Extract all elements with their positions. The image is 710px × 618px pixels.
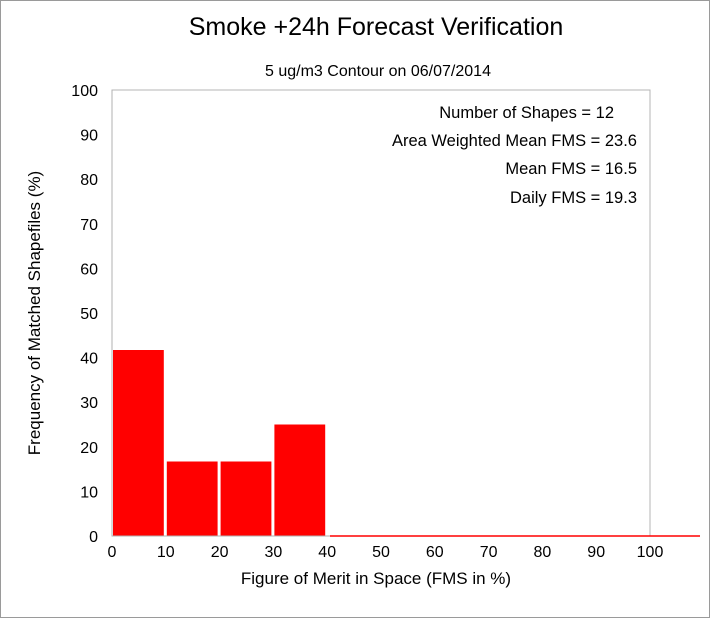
y-tick-label: 60 [80,261,98,278]
x-tick-labels: 0 10 20 30 40 50 60 70 80 90 100 [108,544,664,561]
bar-30-40 [274,424,326,536]
x-tick-label: 40 [318,544,336,561]
x-tick-label: 80 [534,544,552,561]
x-tick-label: 0 [108,544,117,561]
bar-0-10 [113,350,164,536]
x-tick-label: 60 [426,544,444,561]
y-tick-label: 30 [80,395,98,412]
y-tick-label: 10 [80,484,98,501]
x-tick-label: 10 [157,544,175,561]
bar-10-20 [166,461,218,536]
chart-subtitle: 5 ug/m3 Contour on 06/07/2014 [265,63,491,80]
x-tick-label: 50 [372,544,390,561]
y-tick-label: 50 [80,306,98,323]
x-tick-label: 30 [265,544,283,561]
y-tick-label: 20 [80,440,98,457]
y-tick-label: 100 [71,83,98,100]
x-tick-label: 70 [480,544,498,561]
x-tick-label: 90 [587,544,605,561]
y-tick-label: 70 [80,217,98,234]
x-tick-label: 100 [637,544,664,561]
stat-number-of-shapes: Number of Shapes = 12 [439,104,614,122]
stat-mean-fms: Mean FMS = 16.5 [505,160,637,178]
stat-daily-fms: Daily FMS = 19.3 [510,189,637,207]
bar-series [113,350,326,536]
y-axis-label: Frequency of Matched Shapefiles (%) [25,171,44,455]
y-tick-label: 40 [80,351,98,368]
x-tick-label: 20 [211,544,229,561]
x-axis-label: Figure of Merit in Space (FMS in %) [241,569,511,588]
y-tick-label: 90 [80,128,98,145]
chart-title: Smoke +24h Forecast Verification [189,13,564,41]
y-tick-labels: 0 10 20 30 40 50 60 70 80 90 100 [71,83,98,546]
y-tick-label: 80 [80,172,98,189]
stat-area-weighted-mean-fms: Area Weighted Mean FMS = 23.6 [392,132,637,150]
bar-20-30 [220,461,272,536]
y-tick-label: 0 [89,529,98,546]
